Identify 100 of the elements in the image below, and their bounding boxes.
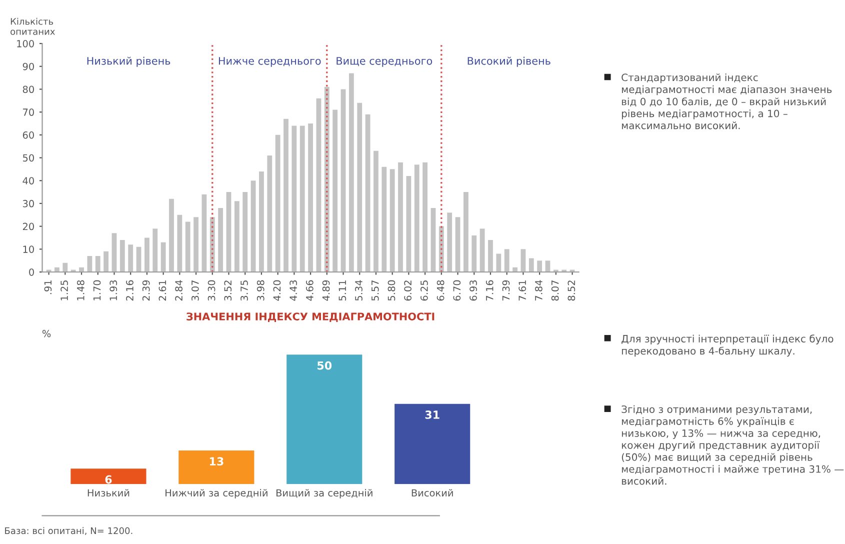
bar	[496, 254, 502, 272]
bar	[365, 114, 370, 272]
bar	[332, 110, 338, 272]
x-axis-title: ЗНАЧЕННЯ ІНДЕКСУ МЕДІАГРАМОТНОСТІ	[186, 312, 434, 322]
x-tick-label: 4.89	[322, 280, 330, 301]
bar	[430, 208, 436, 272]
x-tick-label: 6.02	[404, 280, 412, 301]
bar	[340, 89, 346, 272]
text: Згідно з отриманими результатами, медіаграмотність 6% українців є низькою, у 13% — нижча за середню, кожен другий представник аудиторії (50%) має вищий за середній рівень медіаграмотності і майже третина 31% — високий.	[622, 405, 844, 485]
x-tick-label: 3.52	[224, 280, 232, 301]
x-tick-label: 2.39	[142, 280, 150, 301]
text: База: всі опитані, N= 1200.	[5, 527, 132, 536]
y-tick-label: 80	[22, 86, 34, 94]
x-tick-label: 2.16	[126, 280, 134, 301]
x-tick-label: 5.11	[338, 280, 346, 301]
x-tick-label: 8.07	[551, 280, 559, 301]
x-tick-label: 5.34	[355, 280, 362, 301]
bar	[112, 233, 117, 272]
data-label: 6	[105, 475, 112, 484]
y-tick-label: 10	[23, 246, 34, 253]
bar	[259, 171, 264, 272]
x-tick-label: 7.39	[502, 280, 510, 300]
x-tick-label: 3.30	[208, 280, 216, 301]
y-tick-label: 60	[22, 131, 34, 139]
text: Стандартизований індекс медіаграмотності має діапазон значень від 0 до 10 балів, де 0 – вкрай низький рівень медіаграмотності, а 10 – максимально високий.	[622, 73, 832, 130]
data-label: 50	[318, 361, 332, 370]
x-tick-label: 6.48	[436, 280, 444, 301]
x-tick-label: 4.66	[306, 280, 314, 301]
bar	[480, 228, 485, 272]
bar	[455, 217, 460, 272]
x-tick-label: Високий	[412, 489, 453, 497]
x-tick-label: 6.70	[453, 280, 461, 301]
bar	[284, 118, 288, 272]
x-tick-label: Низький	[88, 489, 130, 497]
annotation: Низький рівень	[87, 56, 170, 67]
y-axis-title: %	[42, 330, 51, 338]
bar	[357, 102, 362, 272]
bar	[120, 240, 125, 272]
bar	[194, 217, 198, 272]
x-tick-label: 3.75	[240, 280, 248, 301]
bar	[472, 235, 477, 272]
bar	[95, 256, 100, 272]
x-tick-label: Вищий за середній	[276, 489, 372, 498]
bar	[394, 404, 470, 484]
annotation: Високий рівень	[468, 56, 550, 67]
x-tick-label: 1.48	[76, 280, 84, 300]
bar	[414, 164, 420, 272]
bar	[169, 198, 174, 272]
bar	[202, 194, 207, 272]
y-tick-label: 100	[17, 40, 34, 48]
x-tick-label: 7.16	[486, 280, 494, 300]
bar	[267, 155, 272, 272]
annotation: Нижче середнього	[218, 57, 321, 67]
x-tick-label: 1.70	[93, 280, 101, 300]
bar	[447, 212, 452, 272]
x-tick-label: 1.25	[60, 280, 68, 300]
bar	[286, 354, 362, 484]
y-axis-title: Кількість опитаних	[10, 18, 55, 35]
bar	[242, 192, 248, 272]
x-tick-label: 3.98	[256, 280, 264, 301]
x-tick-label: 4.43	[290, 280, 297, 301]
bar	[152, 228, 158, 272]
bar	[185, 222, 190, 272]
x-tick-label: 1.93	[110, 280, 118, 300]
bar	[87, 256, 92, 272]
bar	[398, 162, 403, 272]
bar	[374, 150, 378, 272]
y-tick-label: 40	[22, 177, 34, 184]
bar	[292, 126, 297, 272]
bar	[160, 242, 166, 272]
x-tick-label: Нижчий за середній	[166, 489, 268, 498]
bar	[62, 262, 68, 272]
y-tick-label: 50	[22, 154, 34, 162]
data-label: 31	[425, 410, 440, 419]
bar	[308, 123, 313, 272]
x-tick-label: 5.80	[388, 280, 396, 301]
x-tick-label: 7.61	[518, 280, 526, 300]
bar	[537, 260, 542, 272]
bar	[234, 201, 240, 272]
x-tick-label: 5.57	[372, 280, 379, 301]
bar	[463, 192, 468, 272]
bar	[422, 162, 428, 272]
bar	[300, 126, 305, 272]
x-tick-label: 6.25	[420, 280, 428, 301]
bar	[250, 180, 256, 272]
x-tick-label: 4.20	[273, 280, 281, 301]
bar	[178, 450, 254, 484]
x-tick-label: 8.52	[568, 280, 576, 301]
bar	[520, 249, 526, 272]
bar	[390, 169, 395, 272]
x-tick-label: 7.84	[535, 280, 542, 300]
y-tick-label: 20	[22, 222, 34, 230]
bar	[382, 166, 387, 272]
annotation: Вище середнього	[336, 57, 432, 67]
bar	[70, 468, 146, 484]
bar	[218, 208, 224, 272]
text: Для зручності інтерпретації індекс було перекодовано в 4-бальну шкалу.	[622, 334, 834, 357]
data-label: 13	[210, 457, 224, 466]
x-tick-label: 2.84	[175, 280, 182, 301]
bar	[275, 134, 280, 272]
